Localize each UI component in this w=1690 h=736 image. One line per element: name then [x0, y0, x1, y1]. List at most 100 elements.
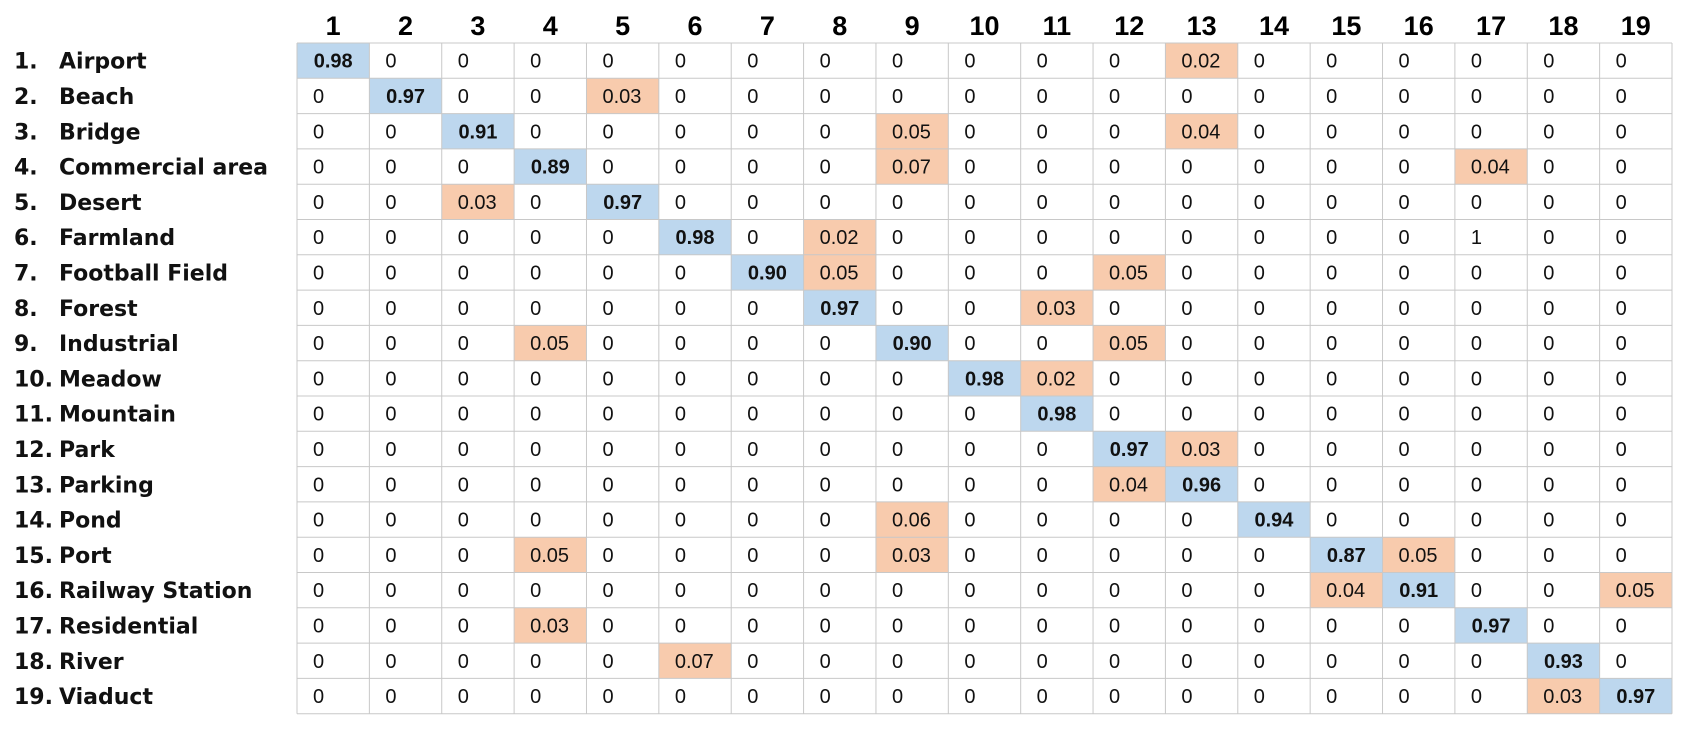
matrix-cell-value: 0 — [530, 51, 541, 73]
matrix-cell-value: 0 — [1254, 333, 1265, 355]
misclass-cell-highlight — [514, 537, 587, 573]
matrix-cell-value: 0 — [1109, 368, 1120, 390]
matrix-cell-value: 0 — [964, 227, 975, 249]
row-label-number: 6. — [14, 226, 38, 251]
matrix-cell-value: 0 — [458, 474, 469, 496]
matrix-cell-value: 0 — [892, 227, 903, 249]
matrix-cell-value: 0 — [313, 86, 324, 108]
misclass-cell-highlight — [1020, 290, 1094, 326]
matrix-cell-value: 0 — [747, 333, 758, 355]
row-label-name: Residential — [59, 614, 198, 639]
matrix-cell-value: 0 — [675, 615, 686, 637]
matrix-cell-value: 0 — [458, 686, 469, 708]
row-label-name: Pond — [59, 509, 122, 534]
matrix-cell-value: 0 — [1399, 615, 1410, 637]
matrix-cell-value: 0 — [1037, 51, 1048, 73]
misclass-cell-highlight — [1020, 360, 1094, 396]
matrix-cell-value: 0 — [458, 157, 469, 179]
matrix-cell-value: 0.98 — [965, 368, 1004, 390]
row-label-name: Park — [59, 438, 116, 463]
matrix-cell-value: 0 — [1543, 545, 1554, 567]
matrix-cell-value: 0 — [530, 298, 541, 320]
misclass-cell-highlight — [1165, 431, 1238, 467]
matrix-cell-value: 0 — [1543, 615, 1554, 637]
matrix-cell-value: 0 — [1399, 404, 1410, 426]
matrix-cell-value: 0 — [747, 439, 758, 461]
matrix-cell-value: 0 — [1037, 580, 1048, 602]
matrix-cell-value: 0 — [892, 368, 903, 390]
diagonal-cell-highlight — [586, 184, 659, 220]
misclass-cell-highlight — [1165, 43, 1238, 79]
matrix-cell-value: 0 — [1109, 51, 1120, 73]
matrix-cell-value: 0 — [1326, 333, 1337, 355]
matrix-cell-value: 0 — [1109, 545, 1120, 567]
column-header: 17 — [1476, 11, 1506, 41]
row-label-number: 10. — [14, 367, 53, 392]
matrix-cell-value: 0 — [892, 580, 903, 602]
matrix-cell-value: 0 — [1037, 686, 1048, 708]
row-label-number: 11. — [14, 403, 53, 428]
matrix-cell-value: 0 — [385, 404, 396, 426]
matrix-cell-value: 0 — [530, 368, 541, 390]
matrix-cell-value: 0 — [1471, 298, 1482, 320]
matrix-cell-value: 0 — [1543, 262, 1554, 284]
matrix-cell-value: 0 — [530, 121, 541, 143]
matrix-cell-value: 0 — [602, 262, 613, 284]
column-header: 1 — [326, 11, 341, 41]
matrix-cell-value: 0 — [747, 298, 758, 320]
column-header: 7 — [760, 11, 775, 41]
matrix-cell-value: 0 — [458, 545, 469, 567]
diagonal-cell-highlight — [658, 219, 732, 255]
matrix-cell-value: 0 — [313, 227, 324, 249]
matrix-cell-value: 0 — [1399, 686, 1410, 708]
matrix-cell-value: 0 — [385, 298, 396, 320]
row-label-name: Football Field — [59, 261, 228, 286]
diagonal-cell-highlight — [1020, 396, 1094, 432]
matrix-cell-value: 0 — [602, 510, 613, 532]
matrix-cell-value: 0 — [1254, 227, 1265, 249]
row-label-name: Railway Station — [59, 579, 252, 604]
row-label-name: River — [59, 650, 124, 675]
matrix-cell-value: 0 — [1471, 368, 1482, 390]
matrix-cell-value: 0 — [385, 651, 396, 673]
matrix-cell-value: 0 — [1471, 51, 1482, 73]
matrix-cell-value: 0 — [1616, 333, 1627, 355]
matrix-cell-value: 0 — [1616, 86, 1627, 108]
matrix-cell-value: 0 — [892, 651, 903, 673]
misclass-cell-highlight — [875, 537, 949, 573]
matrix-cell-value: 0 — [1616, 227, 1627, 249]
matrix-cell-value: 0 — [1471, 192, 1482, 214]
matrix-cell-value: 0 — [1037, 262, 1048, 284]
matrix-cell-value: 0 — [1037, 615, 1048, 637]
matrix-cell-value: 0 — [1181, 157, 1192, 179]
matrix-cell-value: 0 — [1399, 474, 1410, 496]
matrix-cell-value: 0.97 — [1110, 439, 1149, 461]
matrix-cell-value: 0 — [1037, 510, 1048, 532]
matrix-cell-value: 0 — [313, 651, 324, 673]
matrix-cell-value: 0.97 — [1616, 686, 1655, 708]
matrix-cell-value: 0 — [602, 227, 613, 249]
matrix-cell-value: 0 — [892, 404, 903, 426]
matrix-cell-value: 0 — [1326, 192, 1337, 214]
matrix-cell-value: 0 — [1616, 192, 1627, 214]
matrix-cell-value: 0 — [892, 439, 903, 461]
matrix-cell-value: 0 — [602, 439, 613, 461]
matrix-cell-value: 0 — [1399, 192, 1410, 214]
matrix-cell-value: 0 — [602, 580, 613, 602]
misclass-cell-highlight — [1093, 254, 1166, 291]
matrix-cell-value: 0 — [385, 121, 396, 143]
matrix-cell-value: 0 — [385, 192, 396, 214]
matrix-cell-value: 0 — [964, 86, 975, 108]
matrix-cell-value: 0 — [820, 86, 831, 108]
matrix-cell-value: 0 — [1254, 615, 1265, 637]
matrix-cell-value: 0 — [820, 686, 831, 708]
matrix-cell-value: 0 — [964, 686, 975, 708]
matrix-cell-value: 0 — [1181, 686, 1192, 708]
misclass-cell-highlight — [1093, 466, 1166, 502]
matrix-cell-value: 0.90 — [893, 333, 932, 355]
matrix-cell-value: 0 — [675, 439, 686, 461]
matrix-cell-value: 0 — [892, 51, 903, 73]
matrix-cell-value: 0 — [1254, 439, 1265, 461]
row-label-name: Port — [59, 544, 112, 569]
